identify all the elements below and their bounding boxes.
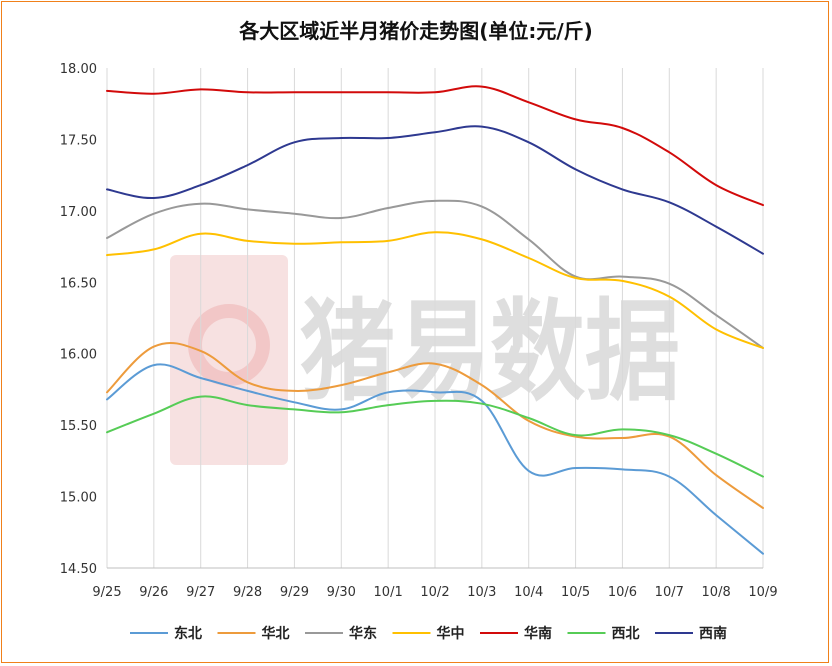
series-line-0 [106,363,764,555]
y-axis-ticks: 14.50 15.00 15.50 16.00 16.50 17.00 17.50 18.00 [60,62,97,577]
series-line-5 [106,395,764,478]
legend-label: 华北 [262,625,290,642]
series-line-4 [106,85,764,207]
y-tick-label: 15.00 [60,491,97,506]
watermark: 猪易数据 [170,255,680,465]
x-tick-label: 10/8 [702,585,731,600]
x-tick-label: 9/30 [327,585,356,600]
y-tick-label: 15.50 [60,419,97,434]
series-lines [106,85,764,555]
x-tick-label: 9/26 [139,585,168,600]
x-tick-label: 10/1 [374,585,403,600]
legend: 东北 华北 华东 华中 华南 西北 西南 [130,625,727,642]
x-tick-label: 10/5 [561,585,590,600]
x-tick-label: 10/3 [467,585,496,600]
x-tick-label: 9/25 [92,585,121,600]
watermark-logo-ring [188,304,270,386]
y-tick-label: 16.00 [60,348,97,363]
x-tick-label: 9/27 [186,585,215,600]
x-tick-label: 9/28 [233,585,262,600]
watermark-logo-square [170,255,288,465]
legend-label: 西南 [699,625,727,642]
y-tick-label: 17.50 [60,133,97,148]
legend-label: 华东 [349,625,377,642]
y-tick-label: 18.00 [60,62,97,77]
legend-label: 华南 [524,625,552,642]
y-tick-label: 16.50 [60,276,97,291]
y-tick-label: 14.50 [60,562,97,577]
series-line-6 [106,125,764,255]
watermark-text: 猪易数据 [300,287,680,416]
series-line-1 [106,341,764,509]
legend-label: 西北 [612,626,640,642]
x-tick-label: 10/2 [420,585,449,600]
chart-title: 各大区域近半月猪价走势图(单位:元/斤) [238,19,593,43]
series-line-3 [106,231,764,349]
x-tick-label: 10/4 [514,585,543,600]
y-tick-label: 17.00 [60,205,97,220]
series-line-2 [106,199,764,349]
grid [106,68,764,569]
legend-label: 东北 [174,625,202,642]
x-axis-ticks: 9/25 9/26 9/27 9/28 9/29 9/30 10/1 10/2 10/3 10/4… [92,585,777,600]
legend-label: 华中 [437,625,465,642]
x-tick-label: 10/6 [608,585,637,600]
x-tick-label: 9/29 [280,585,309,600]
x-tick-label: 10/7 [655,585,684,600]
x-tick-label: 10/9 [748,585,777,600]
